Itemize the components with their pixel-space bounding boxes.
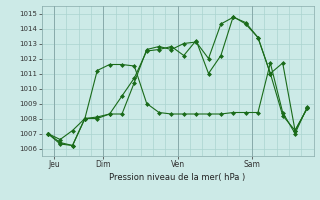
X-axis label: Pression niveau de la mer( hPa ): Pression niveau de la mer( hPa ): [109, 173, 246, 182]
